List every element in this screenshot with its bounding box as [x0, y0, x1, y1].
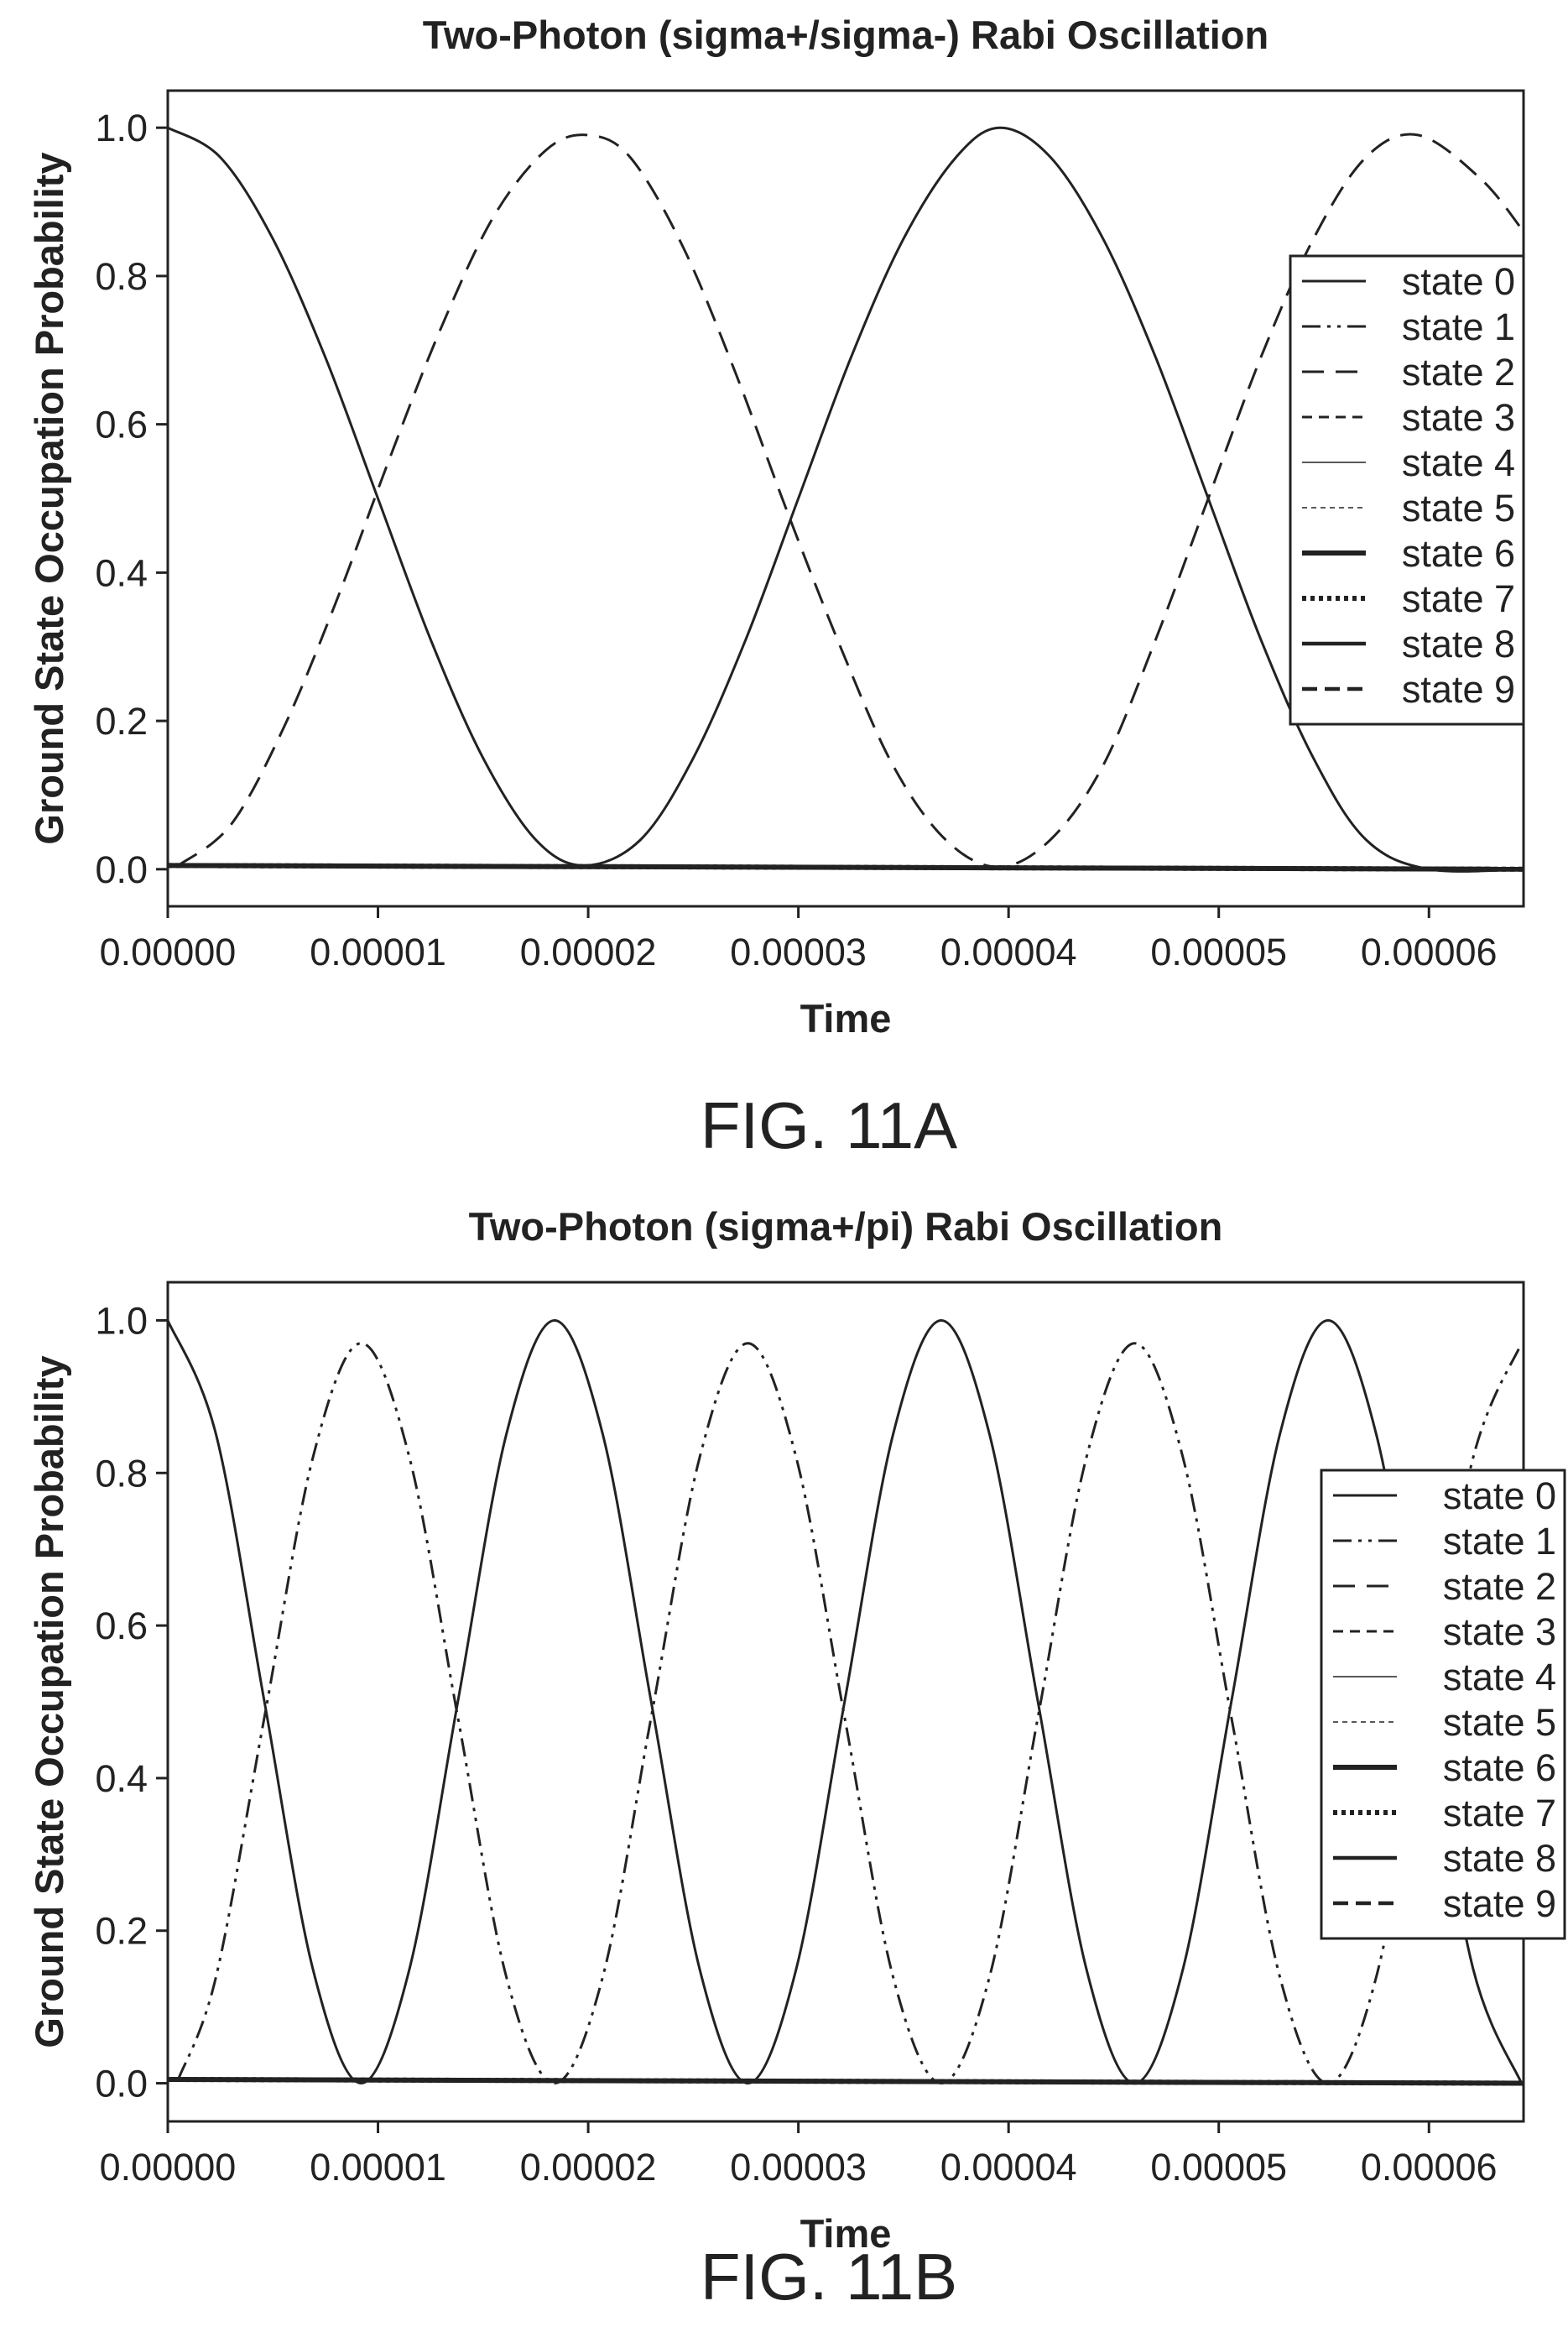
y-tick-label: 0.6 — [95, 1604, 148, 1647]
legend-label: state 9 — [1443, 1882, 1556, 1925]
legend-label: state 7 — [1402, 577, 1515, 620]
x-tick-label: 0.00000 — [100, 2146, 237, 2189]
x-tick-label: 0.00004 — [940, 931, 1077, 973]
x-tick-label: 0.00006 — [1361, 931, 1498, 973]
legend-label: state 9 — [1402, 668, 1515, 711]
legend-label: state 6 — [1402, 532, 1515, 575]
legend-label: state 6 — [1443, 1746, 1556, 1789]
series-line-state-0 — [168, 126, 1524, 873]
figure-caption: FIG. 11B — [701, 2240, 957, 2314]
y-tick-label: 1.0 — [95, 1299, 148, 1342]
x-tick-label: 0.00005 — [1150, 931, 1287, 973]
x-axis-label: Time — [800, 2211, 892, 2256]
y-tick-label: 0.8 — [95, 1452, 148, 1495]
legend-label: state 4 — [1402, 441, 1515, 484]
x-axis-label: Time — [800, 996, 892, 1041]
series-line-state-2 — [177, 133, 1524, 869]
legend-label: state 0 — [1443, 1474, 1556, 1517]
legend-label: state 1 — [1402, 305, 1515, 348]
y-tick-label: 1.0 — [95, 107, 148, 149]
y-axis-label: Ground State Occupation Probability — [27, 152, 71, 844]
x-tick-label: 0.00005 — [1150, 2146, 1287, 2189]
x-tick-label: 0.00003 — [730, 931, 867, 973]
figure-caption: FIG. 11A — [701, 1088, 957, 1162]
legend-label: state 0 — [1402, 260, 1515, 303]
y-tick-label: 0.4 — [95, 551, 148, 594]
series-line-state-1 — [177, 1342, 1523, 2084]
series-line-state-0 — [168, 1319, 1523, 2084]
legend-label: state 1 — [1443, 1520, 1556, 1563]
y-tick-label: 0.6 — [95, 404, 148, 446]
legend-label: state 2 — [1402, 351, 1515, 394]
legend-label: state 5 — [1402, 487, 1515, 530]
x-tick-label: 0.00001 — [310, 2146, 446, 2189]
legend-label: state 7 — [1443, 1792, 1556, 1834]
x-tick-label: 0.00002 — [520, 931, 657, 973]
y-tick-label: 0.0 — [95, 2063, 148, 2105]
y-tick-label: 0.2 — [95, 700, 148, 743]
chart-11b: Two-Photon (sigma+/pi) Rabi Oscillation 0… — [27, 1204, 1566, 2314]
series-group — [168, 126, 1524, 873]
legend-label: state 5 — [1443, 1701, 1556, 1744]
y-tick-label: 0.2 — [95, 1910, 148, 1953]
x-tick-label: 0.00002 — [520, 2146, 657, 2189]
y-axis-label: Ground State Occupation Probability — [27, 1355, 71, 2048]
y-tick-label: 0.4 — [95, 1757, 148, 1800]
x-tick-label: 0.00006 — [1361, 2146, 1498, 2189]
x-tick-label: 0.00004 — [940, 2146, 1077, 2189]
legend-label: state 3 — [1402, 396, 1515, 439]
series-line-state-8 — [168, 2077, 1524, 2085]
y-tick-label: 0.8 — [95, 255, 148, 298]
legend-label: state 2 — [1443, 1565, 1556, 1608]
legend-label: state 4 — [1443, 1656, 1556, 1698]
legend-box — [1320, 1469, 1566, 1940]
chart-title: Two-Photon (sigma+/sigma-) Rabi Oscillat… — [423, 13, 1268, 57]
series-line-state-8 — [168, 863, 1524, 872]
y-tick-label: 0.0 — [95, 848, 148, 891]
legend-label: state 3 — [1443, 1610, 1556, 1653]
x-tick-label: 0.00003 — [730, 2146, 867, 2189]
series-group — [168, 1319, 1524, 2086]
chart-11a: Two-Photon (sigma+/sigma-) Rabi Oscillat… — [27, 13, 1525, 1162]
chart-title: Two-Photon (sigma+/pi) Rabi Oscillation — [469, 1204, 1223, 1249]
legend-label: state 8 — [1443, 1837, 1556, 1880]
legend-label: state 8 — [1402, 623, 1515, 665]
x-tick-label: 0.00001 — [310, 931, 446, 973]
x-tick-label: 0.00000 — [100, 931, 237, 973]
legend-box — [1289, 254, 1525, 726]
